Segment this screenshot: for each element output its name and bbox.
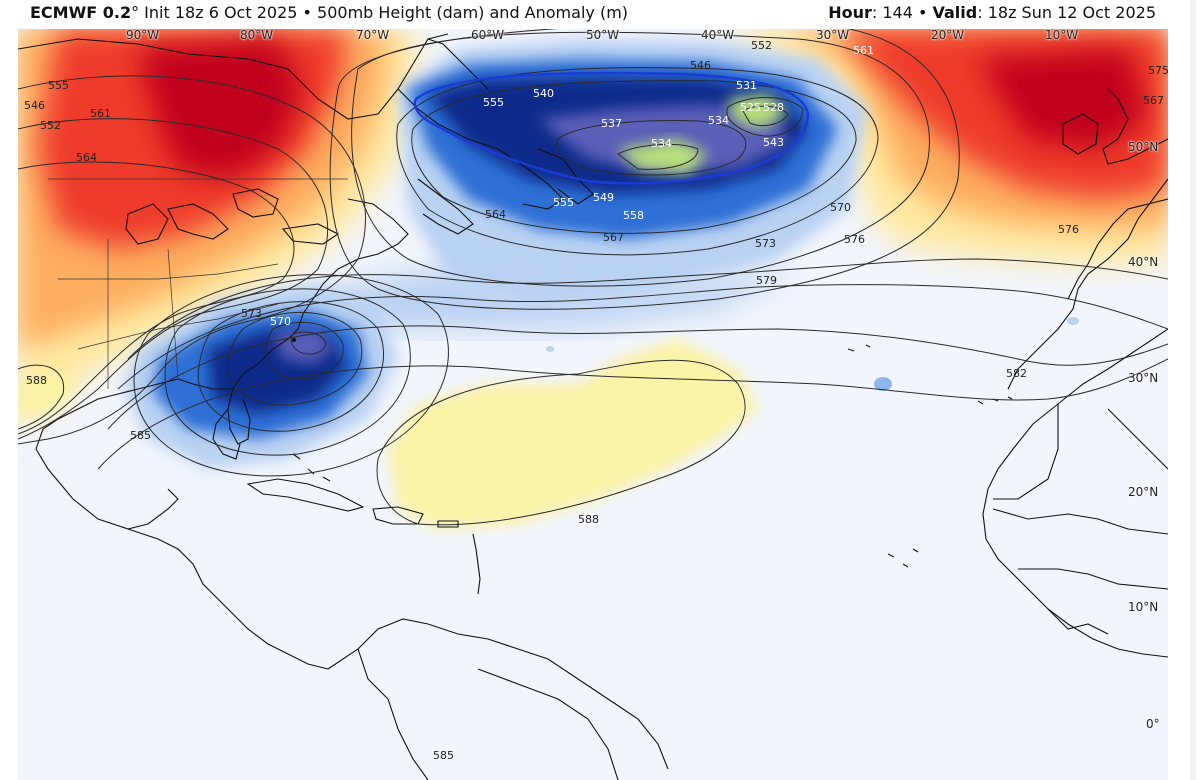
contour-label: 528 bbox=[763, 101, 784, 114]
field-name: 500mb Height (dam) and Anomaly (m) bbox=[317, 3, 629, 22]
contour-labels: 531 525 528 534 534 537 540 543 546 549 … bbox=[24, 39, 1168, 762]
init-time: Init 18z 6 Oct 2025 bbox=[139, 3, 298, 22]
contour-label: 534 bbox=[651, 137, 672, 150]
header-bullet: • bbox=[297, 3, 318, 22]
contour-label: 543 bbox=[763, 136, 784, 149]
scrollbar[interactable] bbox=[1190, 0, 1196, 780]
contour-label: 570 bbox=[270, 315, 291, 328]
contour-label: 531 bbox=[736, 79, 757, 92]
hour-label: Hour bbox=[828, 3, 872, 22]
contour-label: 546 bbox=[24, 99, 45, 112]
lon-label: 80°W bbox=[240, 29, 274, 42]
lon-label: 90°W bbox=[126, 29, 160, 42]
model-name: ECMWF 0.2 bbox=[30, 3, 132, 22]
lat-label: 10°N bbox=[1128, 600, 1159, 614]
lon-label: 30°W bbox=[816, 29, 850, 42]
lon-label: 40°W bbox=[701, 29, 735, 42]
contour-label: 549 bbox=[593, 191, 614, 204]
contour-label: 561 bbox=[90, 107, 111, 120]
contour-label: 570 bbox=[830, 201, 851, 214]
contour-label: 564 bbox=[485, 208, 506, 221]
contour-label: 573 bbox=[241, 307, 262, 320]
contour-label: 558 bbox=[623, 209, 644, 222]
contour-label: 564 bbox=[76, 151, 97, 164]
contour-label: 567 bbox=[1143, 94, 1164, 107]
bold-540-contour bbox=[413, 71, 810, 185]
contour-label: 588 bbox=[578, 513, 599, 526]
lon-label: 20°W bbox=[931, 29, 965, 42]
contour-label: 555 bbox=[48, 79, 69, 92]
valid-value: : 18z Sun 12 Oct 2025 bbox=[977, 3, 1156, 22]
contour-label: 525 bbox=[740, 101, 761, 114]
contour-label: 585 bbox=[433, 749, 454, 762]
contour-label: 576 bbox=[844, 233, 865, 246]
lon-label: 50°W bbox=[586, 29, 620, 42]
lon-label: 70°W bbox=[356, 29, 390, 42]
anomaly-shading bbox=[18, 29, 1168, 529]
height-contours bbox=[18, 29, 1168, 526]
contour-label: 546 bbox=[690, 59, 711, 72]
lat-label: 20°N bbox=[1128, 485, 1159, 499]
contour-label: 588 bbox=[26, 374, 47, 387]
contour-label: 555 bbox=[483, 96, 504, 109]
lat-label: 50°N bbox=[1128, 140, 1159, 154]
header-left-info: ECMWF 0.2° Init 18z 6 Oct 2025 • 500mb H… bbox=[30, 3, 628, 22]
lat-label: 30°N bbox=[1128, 371, 1159, 385]
contour-label: 540 bbox=[533, 87, 554, 100]
model-degree: ° bbox=[131, 3, 140, 22]
weather-map: 531 525 528 534 534 537 540 543 546 549 … bbox=[18, 29, 1168, 780]
contour-label: 567 bbox=[603, 231, 624, 244]
contour-label: 573 bbox=[755, 237, 776, 250]
low-center-marker bbox=[292, 338, 296, 342]
header-right-info: Hour: 144 • Valid: 18z Sun 12 Oct 2025 bbox=[828, 3, 1156, 22]
contour-label: 552 bbox=[40, 119, 61, 132]
lat-label: 40°N bbox=[1128, 255, 1159, 269]
contour-label: 561 bbox=[853, 44, 874, 57]
contour-label: 552 bbox=[751, 39, 772, 52]
map-header: ECMWF 0.2° Init 18z 6 Oct 2025 • 500mb H… bbox=[0, 0, 1200, 28]
contour-label: 585 bbox=[130, 429, 151, 442]
coastlines bbox=[18, 33, 1168, 780]
hour-value: : 144 bbox=[871, 3, 913, 22]
contour-label: 537 bbox=[601, 117, 622, 130]
contour-label: 575 bbox=[1148, 64, 1168, 77]
contour-label: 576 bbox=[1058, 223, 1079, 236]
valid-label: Valid bbox=[932, 3, 978, 22]
contour-label: 582 bbox=[1006, 367, 1027, 380]
contour-label: 534 bbox=[708, 114, 729, 127]
map-graphic: 531 525 528 534 534 537 540 543 546 549 … bbox=[18, 29, 1168, 780]
contour-label: 579 bbox=[756, 274, 777, 287]
header-bullet: • bbox=[912, 3, 933, 22]
lat-label: 0° bbox=[1146, 717, 1160, 731]
contour-label: 555 bbox=[553, 196, 574, 209]
lon-label: 10°W bbox=[1045, 29, 1079, 42]
lon-label: 60°W bbox=[471, 29, 505, 42]
